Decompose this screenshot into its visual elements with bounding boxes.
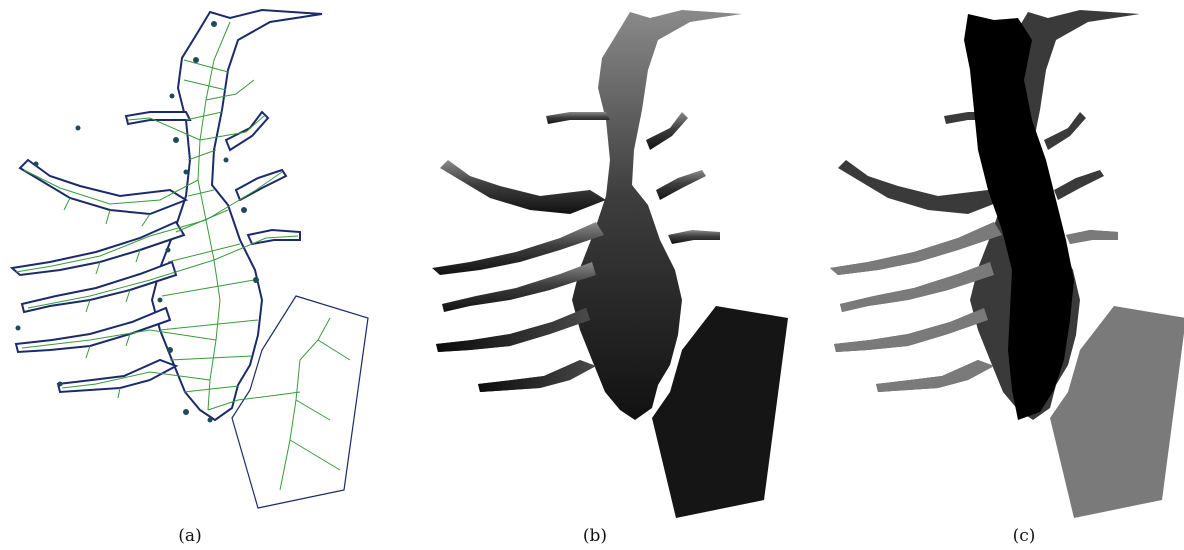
caption-a: (a) [178, 526, 202, 546]
panel-c-map [830, 10, 1184, 518]
bay-gradient [432, 10, 788, 518]
ocean-region [652, 306, 788, 518]
panel-b-map [432, 10, 788, 518]
medial-mesh [15, 21, 351, 491]
light-tributaries [830, 222, 1118, 392]
panel-c [800, 0, 1184, 520]
shoreline-detail [15, 21, 259, 423]
main-channel [964, 14, 1074, 420]
panel-a [0, 0, 380, 520]
panel-b [400, 0, 790, 520]
bay-channels [830, 10, 1184, 518]
caption-c: (c) [1012, 526, 1036, 546]
ocean-region [1050, 306, 1184, 518]
panel-a-map [11, 9, 369, 509]
caption-b: (b) [582, 526, 608, 546]
